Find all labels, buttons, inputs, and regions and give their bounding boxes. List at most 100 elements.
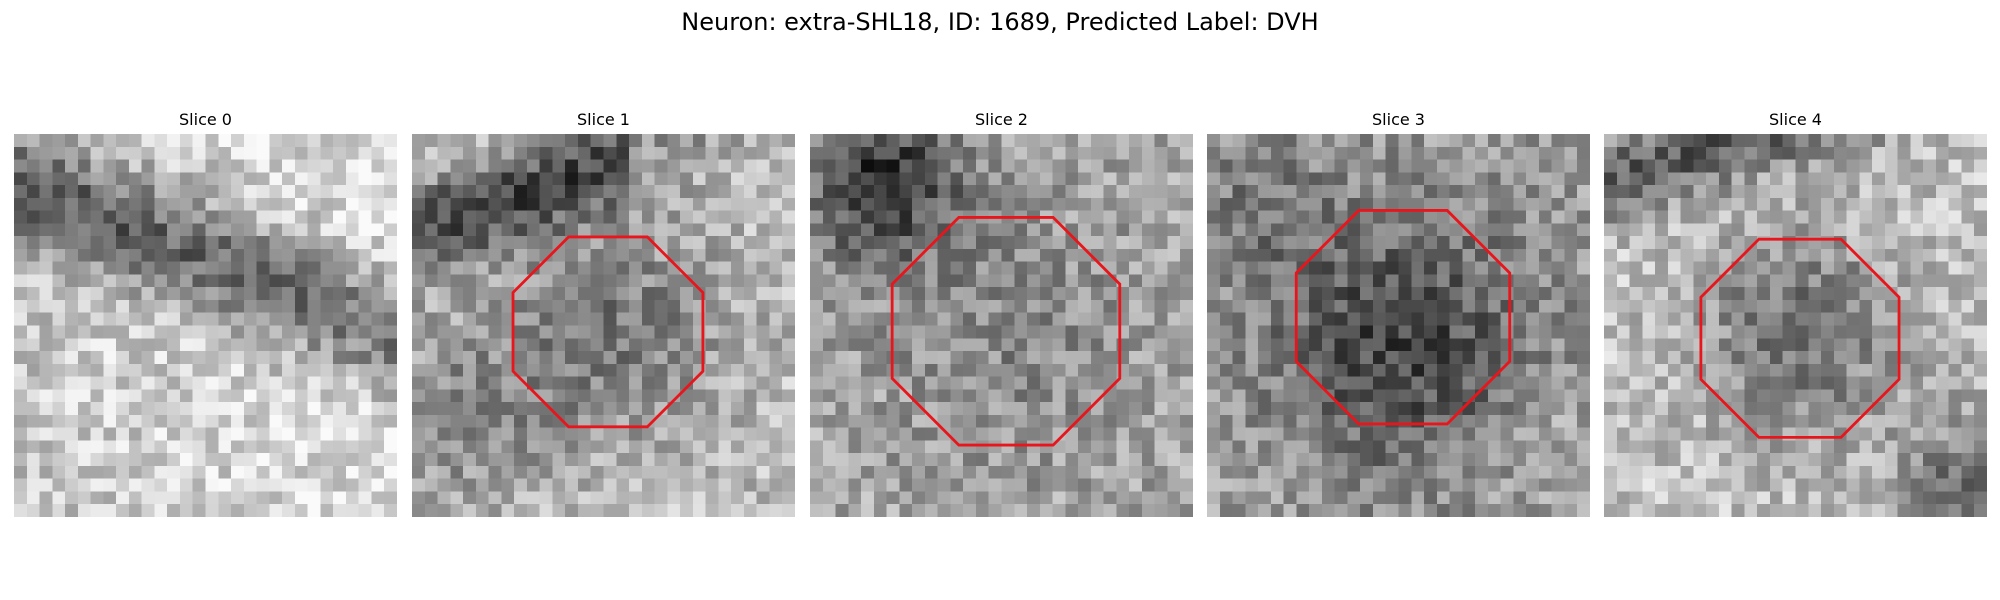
- image-pixel: [463, 504, 477, 517]
- image-pixel: [603, 414, 617, 428]
- image-pixel: [1309, 287, 1323, 301]
- image-pixel: [294, 363, 308, 377]
- image-pixel: [384, 197, 397, 211]
- image-pixel: [1141, 465, 1155, 479]
- image-pixel: [1808, 299, 1822, 313]
- image-pixel: [1808, 402, 1822, 416]
- image-pixel: [1347, 223, 1361, 237]
- image-pixel: [654, 402, 668, 416]
- image-pixel: [1526, 402, 1540, 416]
- image-pixel: [1116, 223, 1130, 237]
- image-pixel: [1207, 146, 1221, 160]
- image-pixel: [1616, 440, 1630, 454]
- image-pixel: [39, 465, 53, 479]
- image-pixel: [1141, 197, 1155, 211]
- image-pixel: [333, 261, 347, 275]
- image-pixel: [822, 248, 836, 262]
- image-pixel: [358, 312, 372, 326]
- image-pixel: [437, 223, 451, 237]
- image-pixel: [1321, 478, 1335, 492]
- image-pixel: [26, 325, 40, 339]
- image-pixel: [731, 236, 745, 250]
- image-pixel: [705, 363, 719, 377]
- image-pixel: [718, 261, 732, 275]
- image-pixel: [77, 299, 91, 313]
- image-pixel: [1910, 491, 1924, 505]
- image-pixel: [1935, 146, 1949, 160]
- image-pixel: [1360, 389, 1374, 403]
- image-pixel: [475, 402, 489, 416]
- image-pixel: [1129, 185, 1143, 199]
- image-pixel: [1538, 172, 1552, 186]
- image-pixel: [333, 287, 347, 301]
- image-pixel: [590, 248, 604, 262]
- image-pixel: [1974, 223, 1987, 237]
- image-pixel: [231, 134, 245, 148]
- image-pixel: [861, 185, 875, 199]
- image-pixel: [1769, 325, 1783, 339]
- image-pixel: [1718, 376, 1732, 390]
- image-pixel: [769, 453, 783, 467]
- image-pixel: [1385, 427, 1399, 441]
- image-pixel: [924, 210, 938, 224]
- image-pixel: [39, 299, 53, 313]
- image-pixel: [1180, 261, 1193, 275]
- image-pixel: [1513, 172, 1527, 186]
- image-pixel: [1372, 299, 1386, 313]
- image-pixel: [205, 287, 219, 301]
- image-pixel: [1833, 134, 1847, 148]
- image-pixel: [514, 478, 528, 492]
- image-pixel: [1872, 376, 1886, 390]
- image-pixel: [539, 223, 553, 237]
- image-pixel: [988, 261, 1002, 275]
- image-pixel: [1655, 376, 1669, 390]
- image-pixel: [1309, 351, 1323, 365]
- image-pixel: [116, 414, 130, 428]
- image-pixel: [371, 453, 385, 467]
- image-pixel: [1424, 261, 1438, 275]
- image-pixel: [475, 172, 489, 186]
- image-pixel: [1923, 427, 1937, 441]
- image-pixel: [1116, 172, 1130, 186]
- image-pixel: [975, 134, 989, 148]
- image-pixel: [1398, 389, 1412, 403]
- image-pixel: [514, 172, 528, 186]
- image-pixel: [1309, 465, 1323, 479]
- image-pixel: [475, 504, 489, 517]
- image-pixel: [320, 287, 334, 301]
- image-pixel: [1014, 299, 1028, 313]
- image-pixel: [988, 453, 1002, 467]
- image-pixel: [282, 197, 296, 211]
- image-pixel: [1424, 146, 1438, 160]
- image-pixel: [1258, 185, 1272, 199]
- image-pixel: [205, 363, 219, 377]
- image-pixel: [552, 185, 566, 199]
- image-pixel: [835, 159, 849, 173]
- image-pixel: [1500, 159, 1514, 173]
- image-pixel: [345, 414, 359, 428]
- image-pixel: [848, 146, 862, 160]
- image-pixel: [26, 261, 40, 275]
- image-pixel: [1833, 172, 1847, 186]
- image-pixel: [1718, 427, 1732, 441]
- image-pixel: [912, 312, 926, 326]
- image-pixel: [1001, 351, 1015, 365]
- image-pixel: [924, 185, 938, 199]
- image-pixel: [1718, 338, 1732, 352]
- image-pixel: [1680, 427, 1694, 441]
- image-pixel: [243, 465, 257, 479]
- image-pixel: [1167, 376, 1181, 390]
- image-pixel: [1604, 338, 1618, 352]
- image-pixel: [1078, 440, 1092, 454]
- image-pixel: [963, 159, 977, 173]
- image-pixel: [552, 223, 566, 237]
- image-pixel: [1180, 236, 1193, 250]
- image-pixel: [1245, 299, 1259, 313]
- image-pixel: [1232, 312, 1246, 326]
- image-pixel: [1258, 261, 1272, 275]
- image-pixel: [731, 287, 745, 301]
- image-pixel: [1961, 402, 1975, 416]
- image-pixel: [1321, 274, 1335, 288]
- image-pixel: [128, 363, 142, 377]
- image-pixel: [1526, 312, 1540, 326]
